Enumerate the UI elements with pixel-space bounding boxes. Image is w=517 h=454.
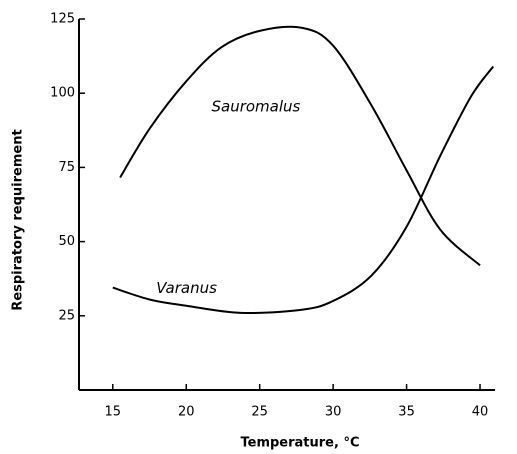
- y-axis-label: Respiratory requirement: [11, 129, 26, 310]
- y-tick-label: 75: [58, 160, 75, 175]
- y-tick-label: 50: [58, 234, 75, 249]
- series-name: Sauromalus: [211, 98, 300, 116]
- x-tick-label: 35: [398, 405, 415, 420]
- y-tick-label: 125: [50, 12, 75, 27]
- x-axis-label: Temperature, °C: [240, 436, 359, 451]
- y-tick-label: 25: [58, 308, 75, 323]
- x-tick-label: 15: [105, 405, 122, 420]
- series-line: [112, 65, 495, 314]
- series-line: [119, 25, 481, 267]
- x-tick-label: 40: [472, 405, 489, 420]
- x-tick-label: 25: [251, 405, 268, 420]
- x-tick-label: 20: [178, 405, 195, 420]
- x-tick-label: 30: [325, 405, 342, 420]
- series-name: Varanus: [156, 279, 217, 297]
- y-tick-label: 100: [50, 86, 75, 101]
